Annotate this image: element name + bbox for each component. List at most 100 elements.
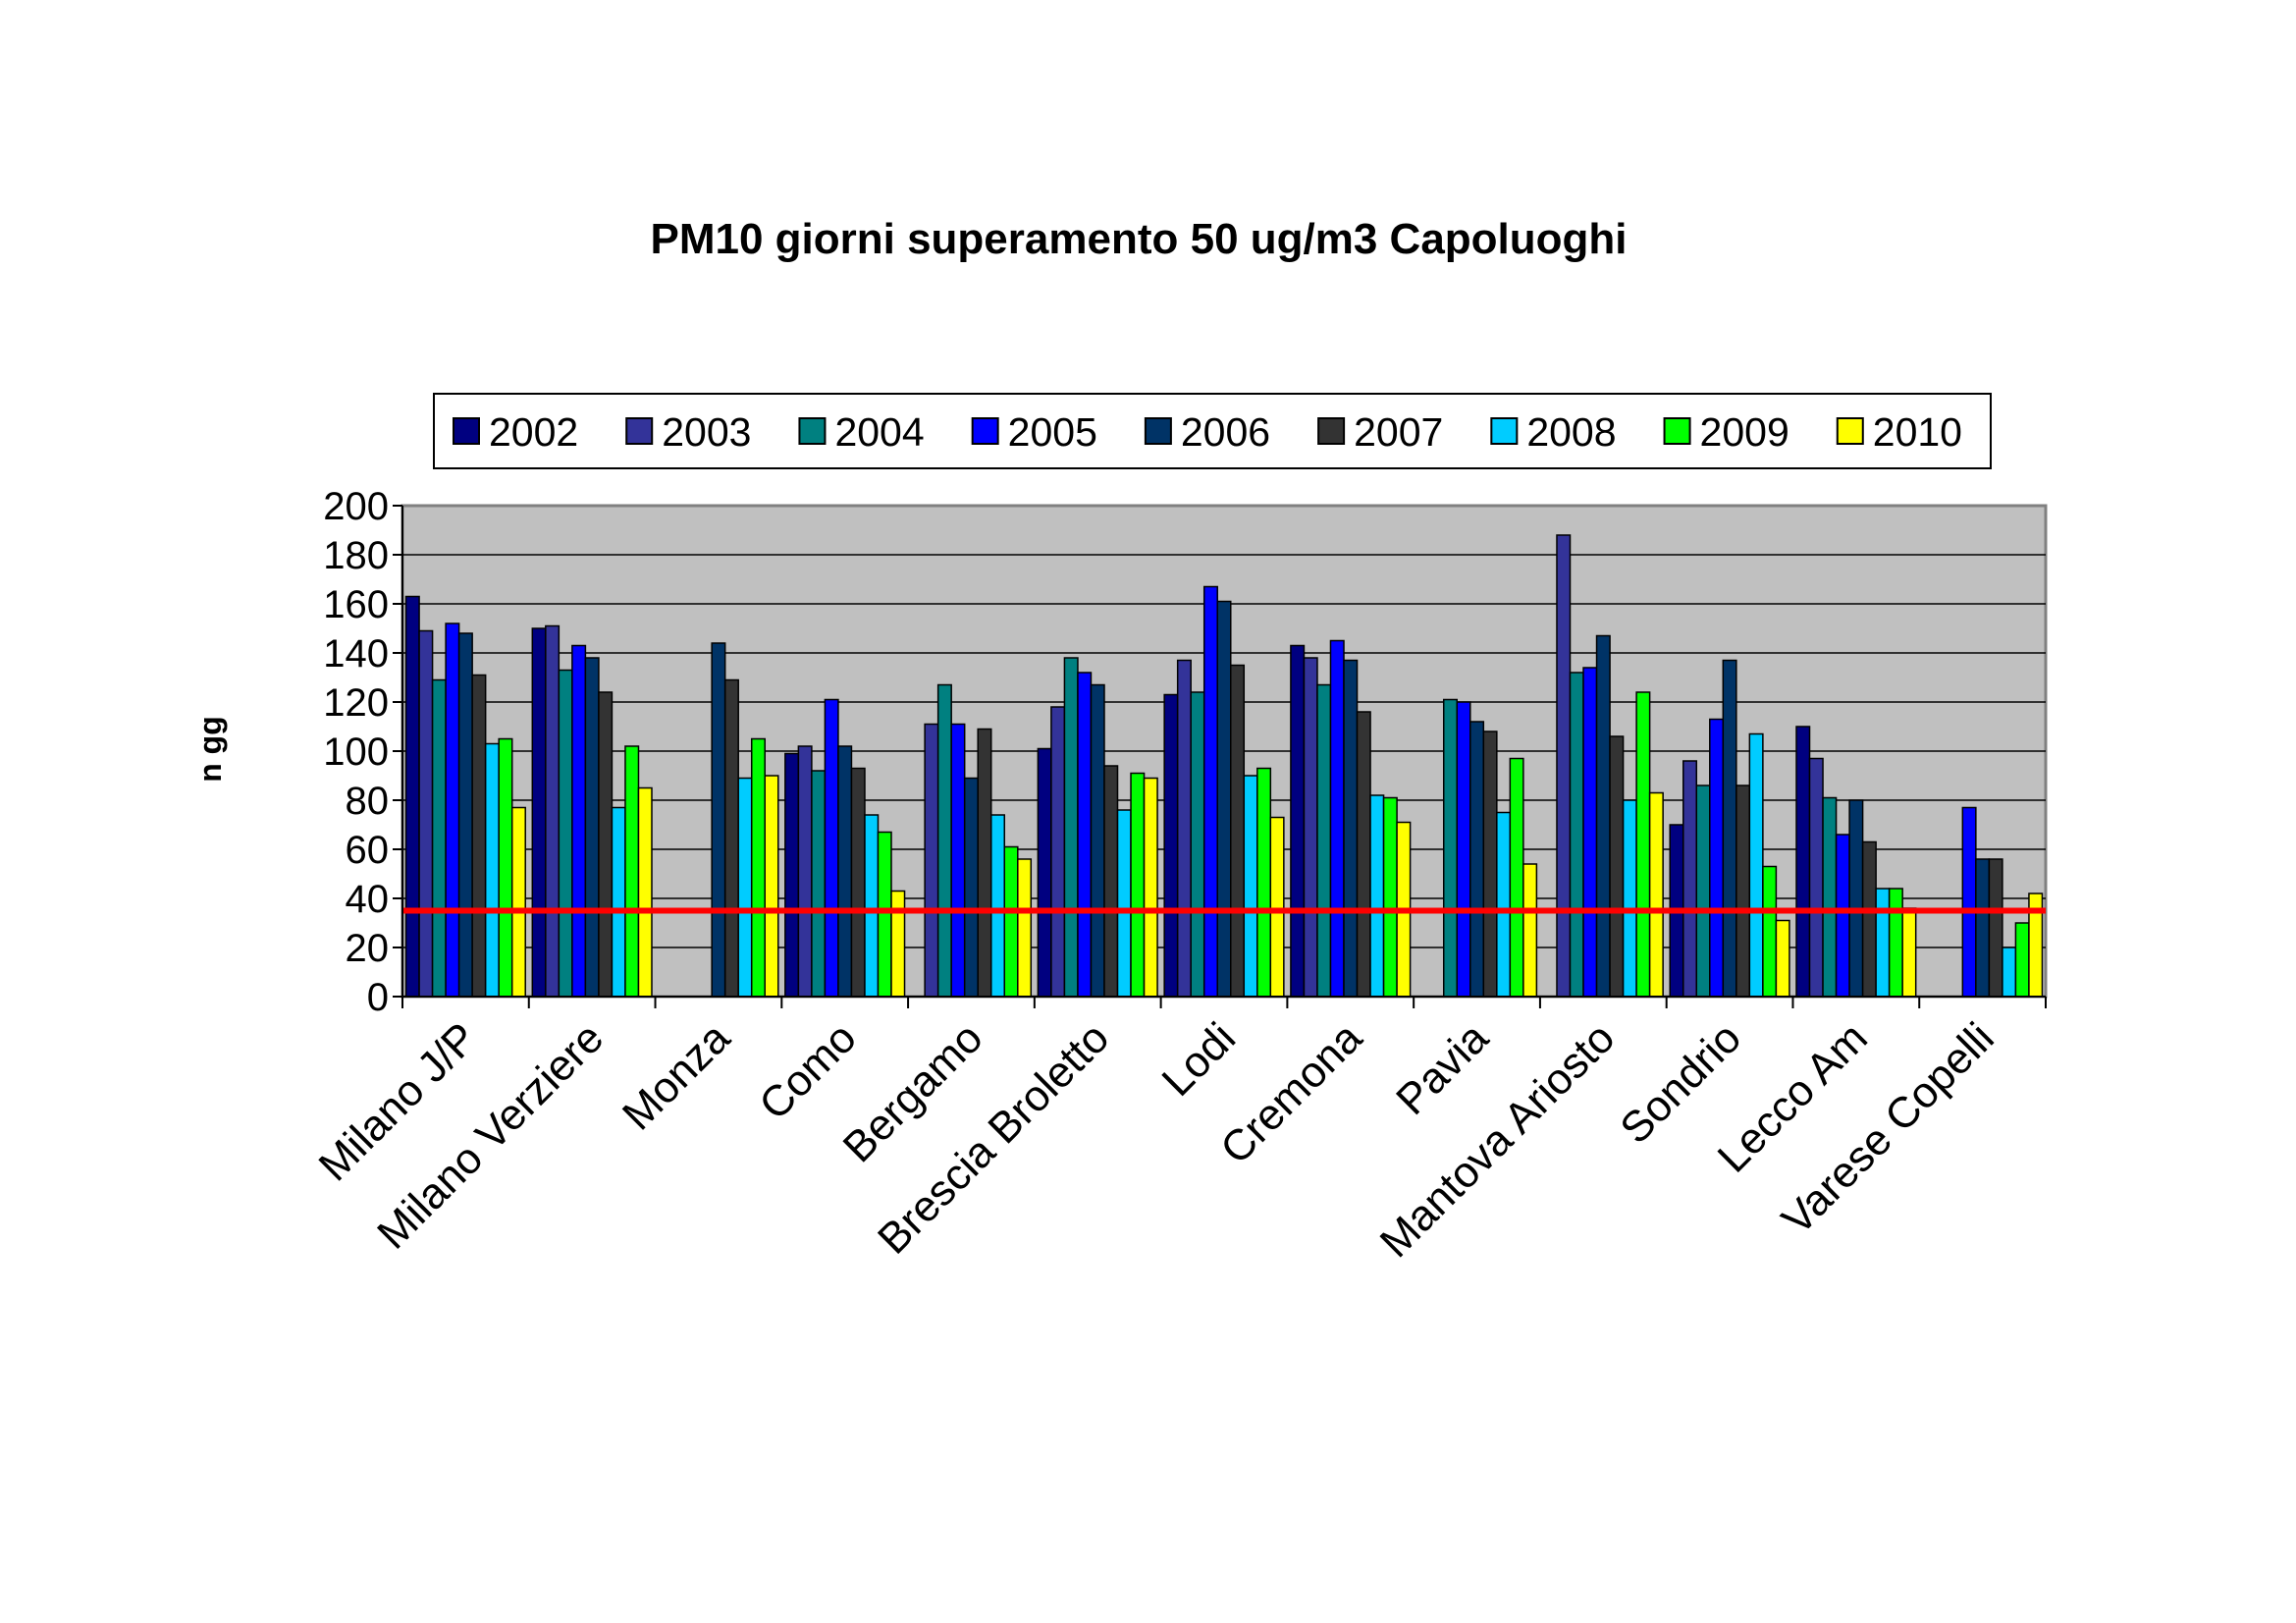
y-tick-label: 40 [346,878,390,921]
bar-2010-8 [1522,863,1538,998]
bar-2004-11 [1822,796,1838,998]
axes [393,505,2047,1008]
bar-2009-8 [1509,757,1524,998]
legend-swatch [798,417,827,445]
x-category-label: Mantova Ariosto [1371,1013,1625,1267]
legend-swatch [1836,417,1864,445]
legend-label: 2010 [1873,409,1962,455]
bar-2007-7 [1356,711,1371,998]
legend-label: 2008 [1526,409,1616,455]
bar-2009-1 [624,745,640,998]
bar-2006-5 [1090,683,1105,998]
bar-2002-0 [404,595,420,998]
bar-2008-4 [989,814,1006,998]
bar-2010-4 [1017,858,1033,998]
bar-2004-7 [1316,683,1332,998]
bar-2002-1 [531,627,547,998]
bar-2010-1 [637,786,653,998]
bar-2003-9 [1556,534,1572,998]
bar-2010-3 [890,890,906,998]
x-category-label: Brescia Broletto [869,1013,1118,1263]
bar-2008-7 [1369,794,1385,998]
bar-2007-2 [723,678,739,998]
bar-2010-9 [1648,791,1664,998]
legend-label: 2003 [662,409,751,455]
bar-2010-0 [510,806,526,998]
bar-2002-7 [1290,644,1306,998]
bar-2004-1 [558,669,573,998]
bar-2005-7 [1329,639,1345,998]
legend-box [433,393,1992,469]
bar-2009-12 [2014,922,2030,998]
bar-2006-1 [584,657,600,998]
bar-2006-8 [1469,721,1485,998]
legend-label: 2002 [489,409,578,455]
legend-label: 2004 [834,409,924,455]
x-category-label: Pavia [1387,1013,1498,1124]
bar-2003-6 [1176,659,1192,998]
legend-label: 2007 [1354,409,1443,455]
bar-2008-3 [864,814,880,998]
bar-2009-4 [1003,845,1019,998]
bar-2004-5 [1063,657,1079,998]
bar-2008-0 [484,742,500,998]
legend-swatch [453,417,480,445]
bar-2006-7 [1343,659,1359,998]
bar-2007-11 [1861,840,1877,998]
bar-2006-4 [963,777,979,998]
y-tick-label: 200 [323,485,389,528]
bar-2007-3 [850,767,866,998]
bar-2003-3 [797,745,813,998]
bar-2002-6 [1163,693,1179,998]
y-tick-label: 140 [323,632,389,676]
bar-2008-1 [611,806,626,998]
bar-2004-0 [431,678,447,998]
bar-2009-11 [1888,888,1903,998]
bar-2010-5 [1143,777,1158,998]
bar-2005-9 [1582,667,1598,998]
bar-2009-5 [1130,772,1146,998]
y-tick-label: 120 [323,681,389,725]
bar-2010-2 [764,775,779,998]
bar-2008-5 [1116,809,1132,998]
bar-2007-8 [1482,730,1498,998]
x-category-label: Milano Verziere [368,1013,613,1258]
bar-2008-2 [737,777,753,998]
bar-2008-8 [1496,811,1512,998]
y-tick-labels: 0 20 40 60 80 100 120 140 160 180 200 [323,485,389,1019]
bar-2002-5 [1037,747,1052,998]
bar-2002-3 [784,752,800,998]
bar-2010-6 [1269,816,1285,998]
bar-2006-11 [1848,799,1864,998]
y-tick-label: 100 [323,730,389,774]
x-category-label: Monza [614,1013,739,1139]
bars [404,534,2044,998]
bar-2005-6 [1202,585,1218,998]
y-tick-label: 20 [346,927,390,970]
bar-2005-1 [571,644,587,998]
bar-2003-5 [1050,706,1066,998]
legend-swatch [625,417,654,445]
bar-2005-10 [1709,718,1725,998]
bar-2008-9 [1622,799,1637,998]
bar-2005-0 [445,622,460,998]
bar-2008-11 [1875,888,1891,998]
bar-2006-12 [1975,858,1991,998]
y-tick-label: 80 [346,780,390,823]
bar-2003-7 [1303,657,1318,998]
bar-2009-10 [1762,865,1778,998]
bar-2005-12 [1961,806,1977,998]
bar-2002-11 [1795,726,1811,998]
bar-2009-3 [877,831,892,998]
y-axis-label: n gg [192,716,228,783]
bar-2007-12 [1988,858,2003,998]
bar-2005-3 [824,698,839,998]
bar-2006-9 [1595,634,1611,998]
bar-2009-7 [1382,796,1398,998]
bar-2006-6 [1216,600,1232,998]
bar-2006-2 [711,642,726,998]
bar-2006-0 [457,632,473,998]
legend-swatch [1490,417,1519,445]
bar-2007-1 [598,691,614,998]
